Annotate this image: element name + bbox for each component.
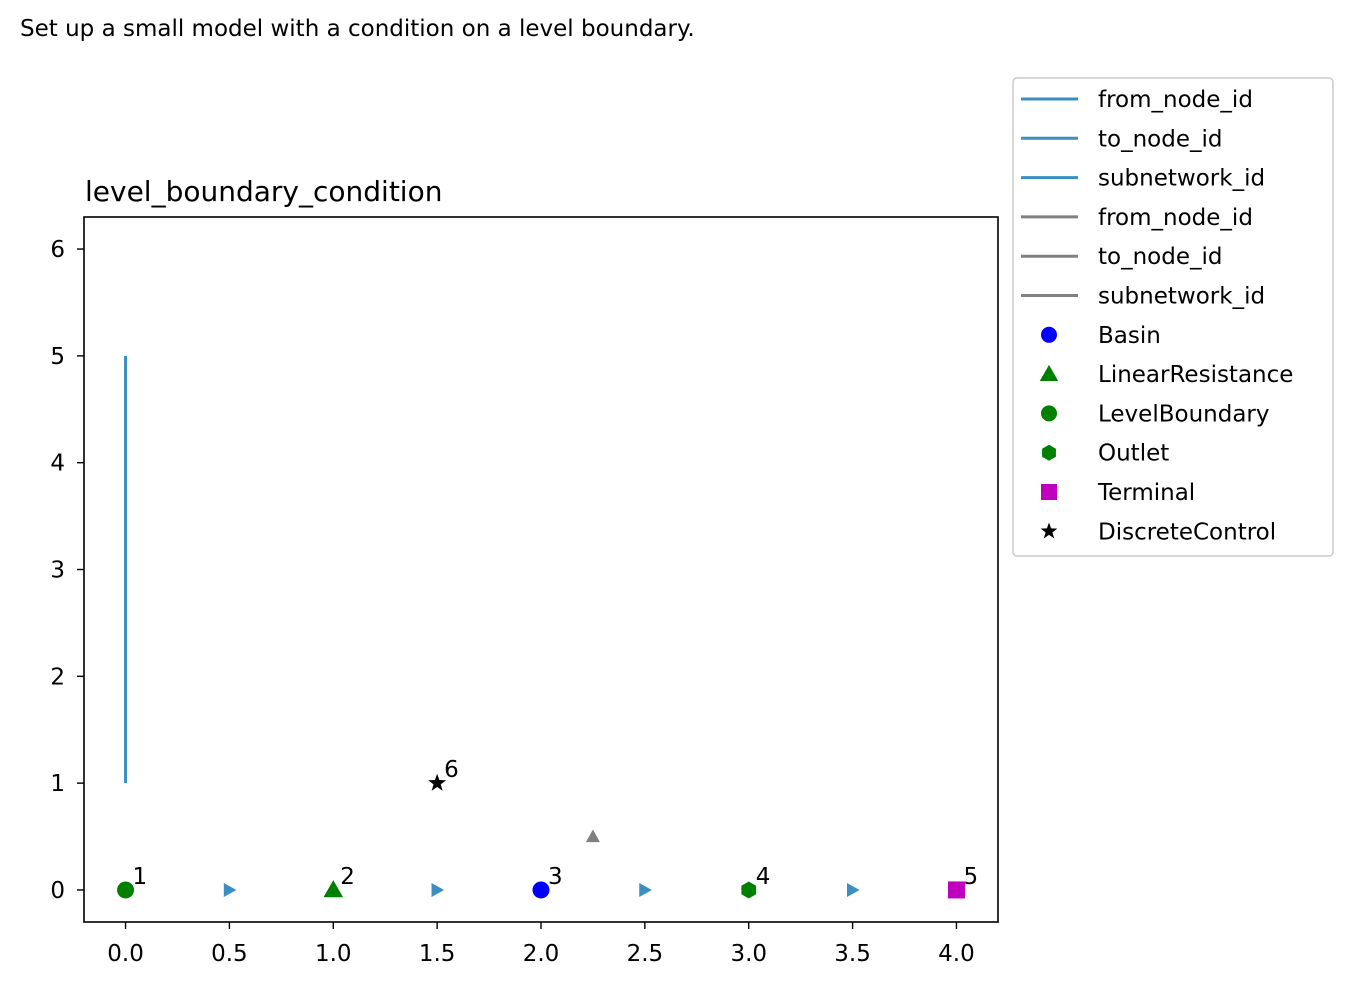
legend-entry-label: to_node_id: [1098, 244, 1222, 270]
x-tick-label: 1.5: [419, 941, 456, 967]
x-tick-label: 2.0: [523, 941, 560, 967]
node-marker: [741, 881, 757, 899]
node-id-label: 4: [756, 864, 771, 890]
flow-arrow: [639, 882, 652, 897]
x-tick-label: 0.0: [107, 941, 144, 967]
legend-marker-swatch: [1039, 364, 1059, 381]
flow-arrow: [585, 829, 600, 843]
legend-marker-swatch: [1041, 484, 1057, 500]
node-marker: [323, 880, 344, 898]
legend-marker-swatch: [1042, 444, 1056, 461]
y-tick-label: 0: [50, 878, 65, 904]
plot-frame: [83, 216, 999, 923]
y-tick-label: 3: [50, 558, 65, 584]
legend-marker-swatch: [1041, 405, 1057, 422]
legend-entry-label: Basin: [1098, 323, 1161, 349]
x-tick-label: 0.5: [211, 941, 248, 967]
legend-entry-label: Terminal: [1097, 480, 1195, 506]
legend-entry-label: LinearResistance: [1098, 362, 1293, 388]
legend-box: [1012, 77, 1334, 557]
node-id-label: 2: [340, 864, 355, 890]
node-marker: [117, 881, 135, 899]
x-tick-label: 3.0: [730, 941, 767, 967]
y-tick-label: 6: [50, 237, 65, 263]
legend-entry-label: LevelBoundary: [1098, 401, 1269, 427]
y-tick-label: 4: [50, 451, 65, 477]
legend-entry-label: subnetwork_id: [1098, 284, 1265, 310]
node-marker: [428, 773, 447, 791]
legend-marker-swatch: [1041, 326, 1057, 343]
y-tick-label: 2: [50, 664, 65, 690]
x-tick-label: 3.5: [834, 941, 871, 967]
node-id-label: 1: [133, 864, 148, 890]
legend-marker-swatch: [1040, 522, 1058, 539]
node-marker: [947, 881, 965, 899]
flow-arrow: [431, 882, 445, 897]
legend-entry-label: from_node_id: [1098, 205, 1253, 231]
flow-arrow: [846, 882, 860, 897]
node-marker: [532, 881, 550, 899]
legend-entry-label: DiscreteControl: [1098, 519, 1276, 545]
x-tick-label: 4.0: [938, 941, 975, 967]
x-tick-label: 2.5: [627, 941, 664, 967]
legend-entry-label: Outlet: [1098, 441, 1169, 467]
legend-entry-label: subnetwork_id: [1098, 166, 1265, 192]
flow-arrow: [223, 882, 237, 897]
node-id-label: 6: [444, 757, 459, 783]
x-tick-label: 1.0: [315, 941, 352, 967]
y-tick-label: 5: [50, 344, 65, 370]
page-caption: Set up a small model with a condition on…: [20, 16, 695, 42]
y-tick-label: 1: [50, 771, 65, 797]
legend-entry-label: to_node_id: [1098, 126, 1222, 152]
chart-title: level_boundary_condition: [85, 175, 442, 208]
legend-entry-label: from_node_id: [1098, 87, 1253, 113]
node-id-label: 3: [548, 864, 563, 890]
node-id-label: 5: [963, 864, 978, 890]
